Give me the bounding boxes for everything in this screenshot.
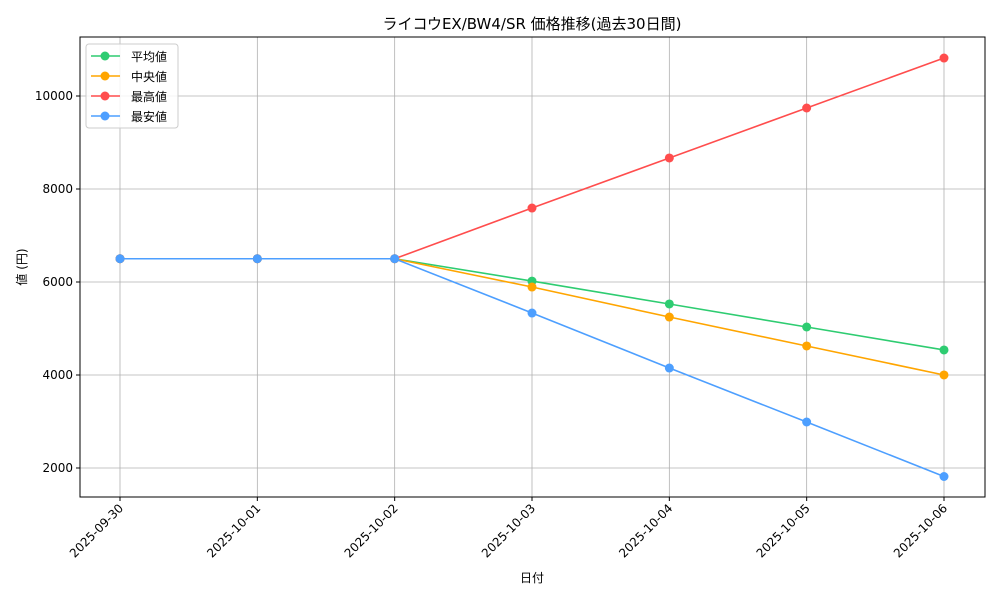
legend-box bbox=[85, 43, 179, 129]
x-tick-label: 2025-10-05 bbox=[754, 501, 813, 560]
data-point bbox=[664, 299, 674, 309]
y-tick-label: 2000 bbox=[42, 461, 73, 475]
data-point bbox=[802, 322, 812, 332]
y-tick-label: 10000 bbox=[35, 89, 73, 103]
legend-marker bbox=[100, 71, 110, 81]
legend-marker bbox=[100, 91, 110, 101]
legend-label: 最安値 bbox=[131, 109, 167, 124]
data-point bbox=[527, 203, 537, 213]
x-tick-label: 2025-10-04 bbox=[616, 501, 675, 560]
x-tick-label: 2025-10-06 bbox=[891, 501, 950, 560]
series-3 bbox=[115, 254, 949, 481]
x-tick-label: 2025-10-03 bbox=[479, 501, 538, 560]
data-point bbox=[664, 363, 674, 373]
data-point bbox=[390, 254, 400, 264]
x-tick-label: 2025-10-01 bbox=[204, 501, 263, 560]
data-point bbox=[802, 341, 812, 351]
x-tick-label: 2025-09-30 bbox=[67, 501, 126, 560]
y-axis-label: 値 (円) bbox=[14, 248, 29, 285]
data-point bbox=[115, 254, 125, 264]
data-point bbox=[939, 471, 949, 481]
data-point bbox=[527, 282, 537, 292]
data-point bbox=[802, 103, 812, 113]
data-point bbox=[802, 417, 812, 427]
data-point bbox=[939, 345, 949, 355]
data-point bbox=[527, 308, 537, 318]
legend-label: 平均値 bbox=[131, 49, 167, 64]
data-point bbox=[664, 153, 674, 163]
data-point bbox=[939, 53, 949, 63]
y-tick-label: 8000 bbox=[42, 182, 73, 196]
data-point bbox=[252, 254, 262, 264]
x-tick-label: 2025-10-02 bbox=[342, 501, 401, 560]
y-tick-label: 6000 bbox=[42, 275, 73, 289]
legend-label: 最高値 bbox=[131, 89, 167, 104]
legend-label: 中央値 bbox=[131, 69, 167, 84]
legend-marker bbox=[100, 51, 110, 61]
data-point bbox=[939, 370, 949, 380]
plot-frame bbox=[79, 36, 986, 498]
data-point bbox=[664, 312, 674, 322]
y-tick-label: 4000 bbox=[42, 368, 73, 382]
x-axis-label: 日付 bbox=[520, 571, 544, 585]
legend-marker bbox=[100, 111, 110, 121]
chart-title: ライコウEX/BW4/SR 価格推移(過去30日間) bbox=[383, 15, 682, 33]
